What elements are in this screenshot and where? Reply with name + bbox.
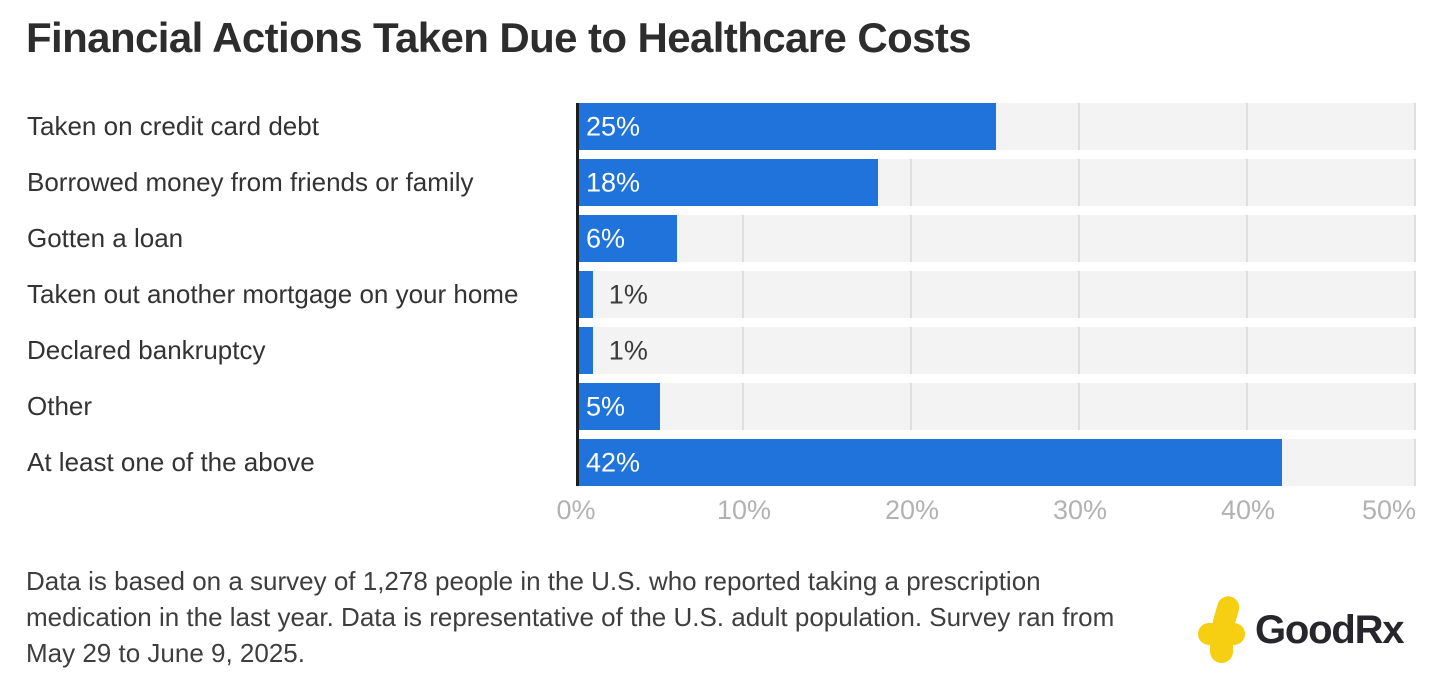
- value-label: 42%: [586, 447, 641, 477]
- chart-row: At least one of the above 42%: [27, 439, 1416, 486]
- chart-row: Borrowed money from friends or family 18…: [27, 159, 1416, 206]
- bar-track: 25%: [576, 103, 1416, 150]
- category-label: Taken out another mortgage on your home: [27, 279, 519, 309]
- bar: [576, 103, 996, 150]
- chart-row: Declared bankruptcy 1%: [27, 327, 1416, 374]
- goodrx-cross-icon: [1198, 596, 1245, 663]
- value-label: 1%: [608, 335, 648, 365]
- bar: [576, 327, 593, 374]
- value-label: 18%: [586, 167, 641, 197]
- chart-row: Other 5%: [27, 383, 1416, 430]
- value-label: 6%: [586, 223, 626, 253]
- y-axis-line: [576, 103, 579, 486]
- chart-row: Taken on credit card debt 25%: [27, 103, 1416, 150]
- category-label: Taken on credit card debt: [27, 111, 319, 141]
- bar-chart: Taken on credit card debt 25% Borrowed m…: [27, 103, 1416, 531]
- category-label: Gotten a loan: [27, 223, 184, 253]
- bar: [576, 159, 879, 206]
- chart-rows: Taken on credit card debt 25% Borrowed m…: [27, 103, 1416, 486]
- bar-track: 42%: [576, 439, 1416, 486]
- bar: [576, 439, 1282, 486]
- x-tick-label: 40%: [1220, 495, 1276, 525]
- value-label: 1%: [608, 279, 648, 309]
- bar-track: 6%: [576, 215, 1416, 262]
- bar-track: 1%: [576, 271, 1416, 318]
- x-tick-label: 20%: [884, 495, 940, 525]
- bar: [576, 383, 660, 430]
- category-label: Other: [27, 391, 93, 421]
- category-label: Declared bankruptcy: [27, 335, 266, 365]
- x-tick-label: 30%: [1052, 495, 1108, 525]
- chart-row: Taken out another mortgage on your home …: [27, 271, 1416, 318]
- x-axis-ticks: 0% 10% 20% 30% 40% 50%: [556, 495, 1416, 531]
- brand-logo: GoodRx: [1198, 595, 1405, 665]
- chart-title: Financial Actions Taken Due to Healthcar…: [26, 14, 972, 61]
- value-label: 25%: [586, 111, 641, 141]
- category-label: Borrowed money from friends or family: [27, 167, 474, 197]
- goodrx-wordmark: GoodRx: [1255, 607, 1405, 652]
- x-tick-label: 50%: [1361, 495, 1416, 525]
- value-label: 5%: [586, 391, 626, 421]
- x-tick-label: 0%: [556, 495, 596, 525]
- bar: [576, 215, 677, 262]
- bar: [576, 271, 593, 318]
- source-note: Data is based on a survey of 1,278 peopl…: [26, 566, 1115, 668]
- x-tick-label: 10%: [716, 495, 772, 525]
- bar-track: 5%: [576, 383, 1416, 430]
- category-label: At least one of the above: [27, 447, 315, 477]
- chart-row: Gotten a loan 6%: [27, 215, 1416, 262]
- bar-track: 1%: [576, 327, 1416, 374]
- bar-track: 18%: [576, 159, 1416, 206]
